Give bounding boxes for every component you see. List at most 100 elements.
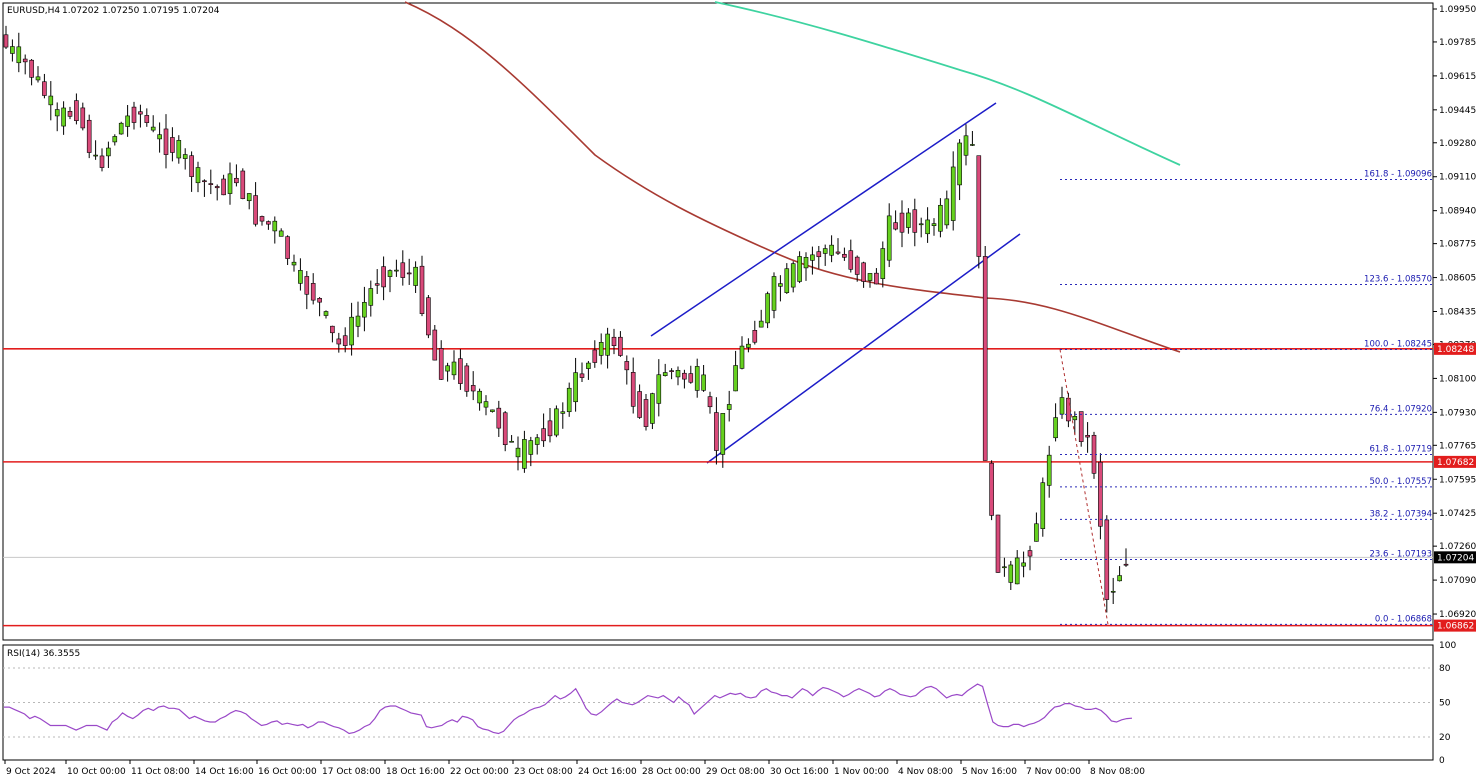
level-price-tag [1434,342,1476,355]
candle-body [10,46,15,54]
candle-body [886,215,892,261]
candle-body [938,204,943,232]
candle-body [637,391,642,418]
candle-body [266,221,271,225]
candle-body [138,111,143,115]
candle-body [797,256,802,282]
level-price-label: 1.08248 [1437,345,1474,355]
candle-body [1059,397,1065,415]
fib-level-label: 100.0 - 1.08245 [1364,339,1432,349]
fib-level-label: 61.8 - 1.07719 [1369,444,1432,454]
candle-body [291,261,297,266]
candle-body [214,186,220,189]
candle-body [285,236,290,259]
time-label: 1 Nov 00:00 [834,767,889,777]
candle-body [470,385,476,392]
level-price-label: 1.06862 [1437,622,1474,632]
rsi-tick-label: 80 [1439,664,1451,674]
price-tick-label: 1.06920 [1439,610,1476,620]
time-label: 4 Nov 08:00 [898,767,953,777]
candle-body [1002,566,1007,569]
candle-body [144,115,150,123]
candle-body [784,268,790,293]
candle-body [1066,397,1071,422]
candle-body [944,198,950,226]
candle-body [438,348,444,380]
price-tick-label: 1.08940 [1439,207,1476,217]
current-price-label: 1.07204 [1437,553,1474,563]
candle-body [1014,557,1020,585]
level-price-tag [1434,455,1476,468]
candle-body [298,270,303,284]
channel-upper-line [650,102,997,337]
candle-body [35,76,41,81]
candle-body [240,170,246,199]
fib-level-label: 161.8 - 1.09096 [1364,170,1432,180]
fib-level-label: 0.0 - 1.06868 [1375,614,1432,624]
price-tick-label: 1.09445 [1439,106,1476,116]
candle-body [163,128,169,155]
candle-body [189,155,194,177]
time-label: 11 Oct 08:00 [131,767,190,777]
time-label: 18 Oct 16:00 [386,767,445,777]
ma-slow-line [404,1,1181,353]
rsi-tick-label: 0 [1439,756,1445,766]
candle-body [528,440,534,455]
price-tick-label: 1.07595 [1439,475,1476,485]
candle-body [458,358,463,384]
candle-body [790,263,796,288]
price-tick-label: 1.09280 [1439,139,1476,149]
time-label: 5 Nov 16:00 [962,767,1017,777]
time-label: 22 Oct 00:00 [450,767,509,777]
price-tick-label: 1.09615 [1439,72,1476,82]
candle-body [726,404,732,410]
rsi-tick-label: 100 [1439,641,1456,651]
candle-body [835,251,841,254]
rsi-tick-label: 20 [1439,733,1451,743]
candle-body [3,34,9,48]
candle-body [99,155,105,168]
candle-body [720,413,726,455]
fib-level-label: 38.2 - 1.07394 [1369,509,1432,519]
candle-body [534,437,540,445]
time-label: 14 Oct 16:00 [195,767,254,777]
price-tick-label: 1.08100 [1439,374,1476,384]
candle-body [906,212,911,228]
candle-body [330,325,335,334]
candle-body [688,373,694,383]
candle-body [1046,454,1052,486]
candle-body [278,230,284,237]
candle-body [592,349,598,363]
candle-body [925,219,930,235]
candle-body [899,212,905,233]
candle-body [880,248,886,279]
candle-body [61,107,66,127]
candle-body [22,58,28,63]
candle-body [502,412,508,446]
candle-body [573,372,578,403]
channel-and-levels [3,102,1433,627]
candle-body [112,136,118,143]
candle-body [694,366,700,391]
candle-body [618,336,623,356]
candle-body [227,173,233,194]
candle-body [54,109,60,117]
candle-body [963,135,969,156]
candle-body [426,297,431,336]
candle-body [406,272,412,275]
candle-body [957,142,962,186]
candle-body [381,266,386,288]
price-tick-label: 1.07260 [1439,542,1476,552]
time-label: 7 Nov 00:00 [1026,767,1081,777]
candle-body [701,374,706,391]
fib-trend-line [1059,349,1109,625]
candle-body [118,122,124,135]
candle-body [643,399,649,427]
candle-body [150,126,156,131]
candle-body [259,216,265,222]
axes: 1.09950 1.09785 1.09615 1.09445 1.09280 1.091… [4,5,1476,777]
time-label: 16 Oct 00:00 [258,767,317,777]
candle-body [125,115,130,127]
candle-body [86,119,92,153]
candle-body [950,166,956,221]
